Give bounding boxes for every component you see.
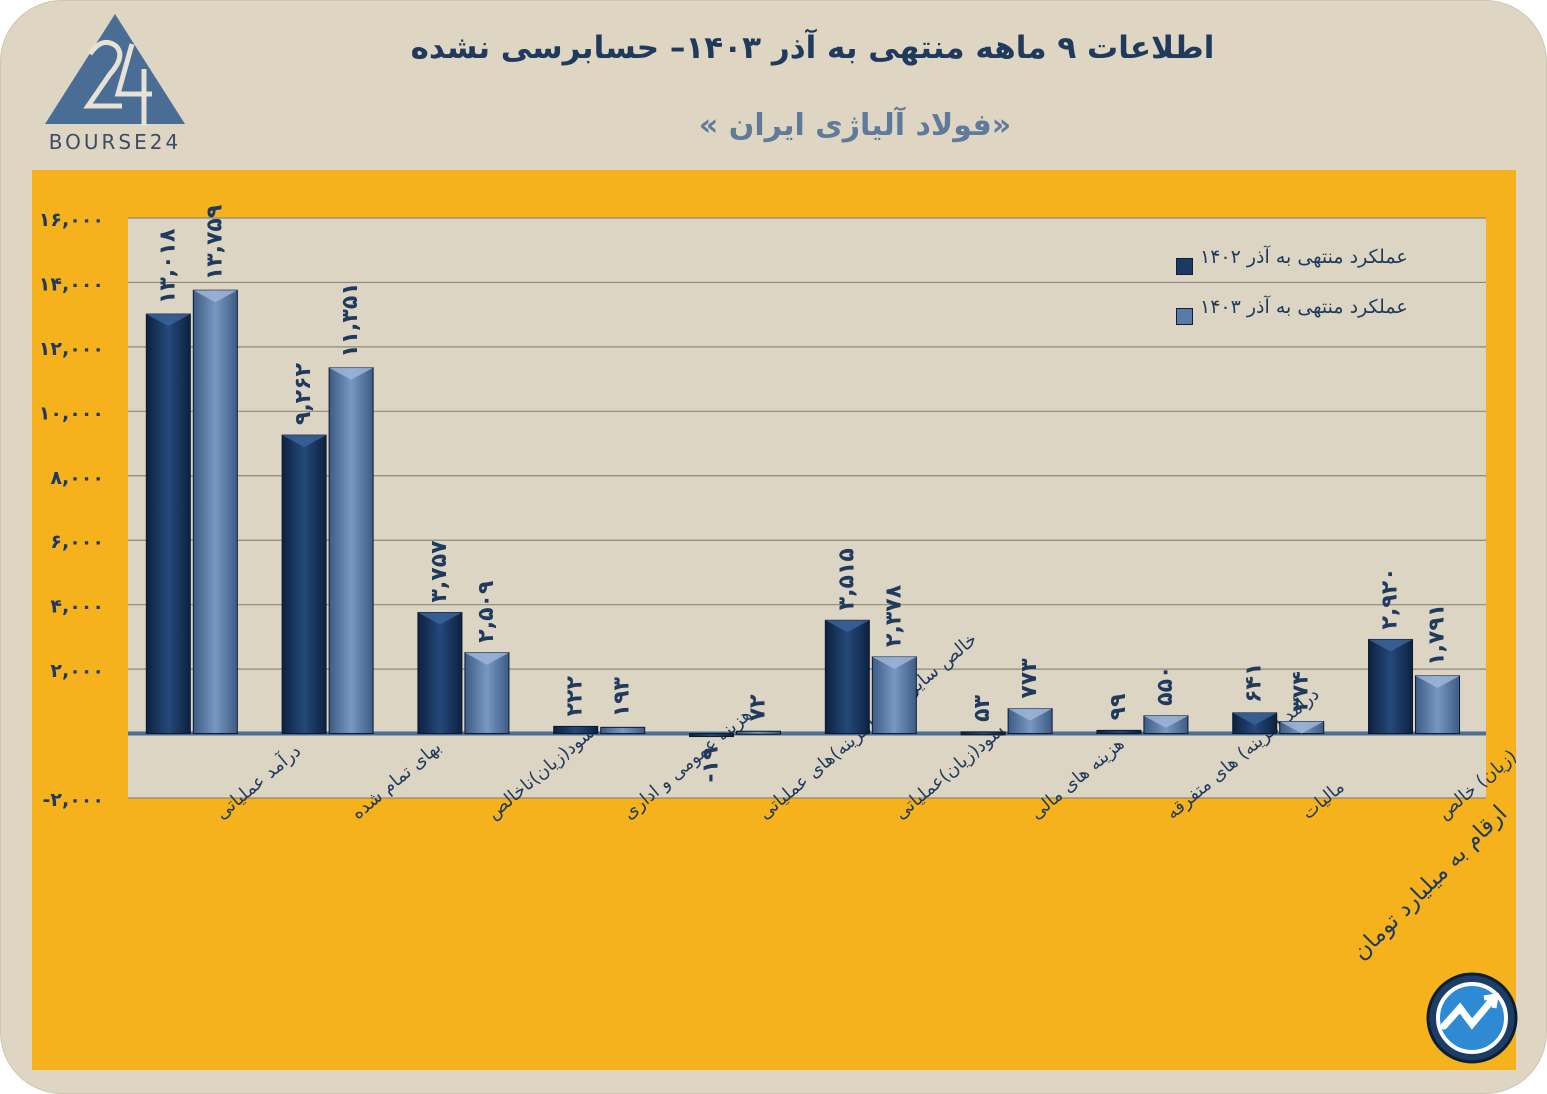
page-subtitle: «فولاد آلیاژی ایران »	[698, 108, 1012, 143]
bar-1403-bevel	[329, 367, 374, 380]
y-tick-label: ۴,۰۰۰	[50, 596, 104, 618]
data-label: ۱۱,۳۵۱	[338, 282, 363, 358]
bar-1402-bevel	[417, 612, 462, 625]
data-label: ۹,۲۶۲	[291, 362, 316, 425]
bar-1402-bevel	[1232, 712, 1277, 725]
y-tick-label: ۶,۰۰۰	[50, 531, 104, 553]
bar-1403	[736, 730, 782, 735]
bar-1402-bevel	[825, 620, 870, 633]
data-label: ۱,۷۹۱	[1425, 604, 1450, 666]
chart-panel: -۲,۰۰۰ ۲,۰۰۰ ۴,۰۰۰ ۶,۰۰۰ ۸,۰۰۰ ۱۰,۰۰۰ ۱۲,۰۰۰ ۱۴…	[32, 170, 1516, 1070]
bar-1402	[145, 313, 191, 735]
bar-1403-bevel	[193, 290, 238, 303]
data-label: ۲۲۲	[563, 676, 588, 717]
bar-1402	[824, 619, 870, 735]
data-label: ۷۷۳	[1017, 658, 1042, 699]
data-label: ۵۵۰	[1153, 666, 1178, 706]
data-label: ۷۲	[746, 694, 771, 721]
bar-1403-bevel	[1143, 715, 1188, 728]
y-tick-label: ۸,۰۰۰	[50, 467, 104, 489]
bar-1402	[1096, 729, 1142, 735]
data-label: ۱۹۳	[610, 676, 635, 717]
bar-1402	[960, 731, 1006, 736]
data-label: -۱۹	[699, 747, 724, 783]
bar-1402	[1368, 638, 1414, 735]
data-label: ۶۴۱	[1242, 663, 1267, 703]
bar-1402-bevel	[146, 314, 191, 327]
legend-swatch-1402	[1176, 258, 1193, 275]
bar-1403-bevel	[464, 652, 509, 665]
bar-1402-bevel	[1368, 639, 1413, 652]
data-label: ۱۳,۷۵۹	[202, 205, 227, 280]
y-tick-label: ۱۶,۰۰۰	[39, 209, 104, 231]
bar-1403-bevel	[1415, 675, 1460, 688]
data-label: ۲,۹۲۰	[1378, 567, 1403, 629]
bar-1403-bevel	[1279, 721, 1324, 734]
y-tick-label: ۲,۰۰۰	[50, 660, 104, 682]
page-title: اطلاعات ۹ ماهه منتهی به آذر ۱۴۰۳– حسابرس…	[410, 30, 1215, 66]
data-label: ۲,۵۰۹	[474, 581, 499, 643]
bar-1403	[600, 726, 646, 735]
legend-label-1402: عملکرد منتهی به آذر ۱۴۰۲	[1200, 246, 1408, 268]
bar-1402	[281, 434, 327, 735]
legend-label-1403: عملکرد منتهی به آذر ۱۴۰۳	[1200, 296, 1408, 318]
data-label: ۲,۳۷۸	[881, 584, 906, 647]
bar-1402	[689, 733, 735, 738]
data-label: ۵۳	[970, 694, 995, 721]
y-tick-label: -۲,۰۰۰	[43, 789, 105, 811]
corner-badge	[1380, 960, 1518, 1068]
data-label: ۳,۷۵۷	[427, 540, 452, 603]
legend-swatch-1403	[1176, 308, 1193, 325]
bar-1403-bevel	[872, 656, 917, 669]
bar-1402	[553, 725, 599, 735]
bar-1403-bevel	[1008, 708, 1053, 721]
data-label: ۳,۵۱۵	[834, 548, 859, 610]
data-label: ۹۹	[1106, 694, 1131, 721]
bar-1402-bevel	[282, 435, 327, 448]
bar-1403	[871, 656, 917, 735]
bar-chart: -۲,۰۰۰ ۲,۰۰۰ ۴,۰۰۰ ۶,۰۰۰ ۸,۰۰۰ ۱۰,۰۰۰ ۱۲,۰۰۰ ۱۴…	[32, 170, 1516, 1070]
y-tick-label: ۱۴,۰۰۰	[39, 273, 104, 295]
bar-1403	[328, 367, 374, 735]
bar-1402	[417, 611, 463, 735]
logo-text: BOURSE24	[48, 130, 182, 154]
bourse24-logo	[45, 14, 185, 126]
data-label: ۱۳,۰۱۸	[155, 228, 180, 304]
y-tick-label: ۱۲,۰۰۰	[39, 338, 104, 360]
bar-1403	[464, 652, 510, 735]
y-tick-label: ۱۰,۰۰۰	[39, 402, 104, 424]
bar-1403	[192, 289, 238, 735]
data-label: ۳۷۴	[1289, 671, 1314, 711]
